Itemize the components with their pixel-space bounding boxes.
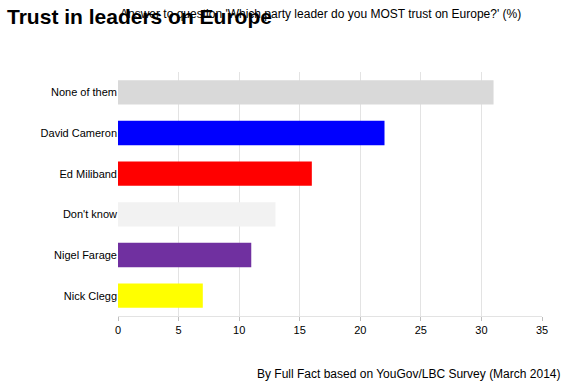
svg-text:Nick Clegg: Nick Clegg: [64, 290, 117, 302]
svg-text:Ed Miliband: Ed Miliband: [60, 168, 117, 180]
svg-text:35: 35: [536, 324, 548, 336]
svg-text:Don't know: Don't know: [63, 208, 117, 220]
svg-text:Answer to question 'Which part: Answer to question 'Which party leader d…: [120, 7, 521, 21]
svg-text:David Cameron: David Cameron: [41, 127, 117, 139]
svg-text:15: 15: [294, 324, 306, 336]
svg-text:25: 25: [415, 324, 427, 336]
svg-text:0: 0: [115, 324, 121, 336]
svg-text:By Full Fact based on YouGov/L: By Full Fact based on YouGov/LBC Survey …: [257, 367, 561, 381]
svg-text:None of them: None of them: [51, 86, 117, 98]
svg-text:20: 20: [354, 324, 366, 336]
svg-text:Nigel Farage: Nigel Farage: [54, 249, 117, 261]
svg-text:10: 10: [233, 324, 245, 336]
svg-text:5: 5: [176, 324, 182, 336]
svg-text:30: 30: [475, 324, 487, 336]
svg-text:Trust in leaders on Europe: Trust in leaders on Europe: [7, 5, 272, 28]
